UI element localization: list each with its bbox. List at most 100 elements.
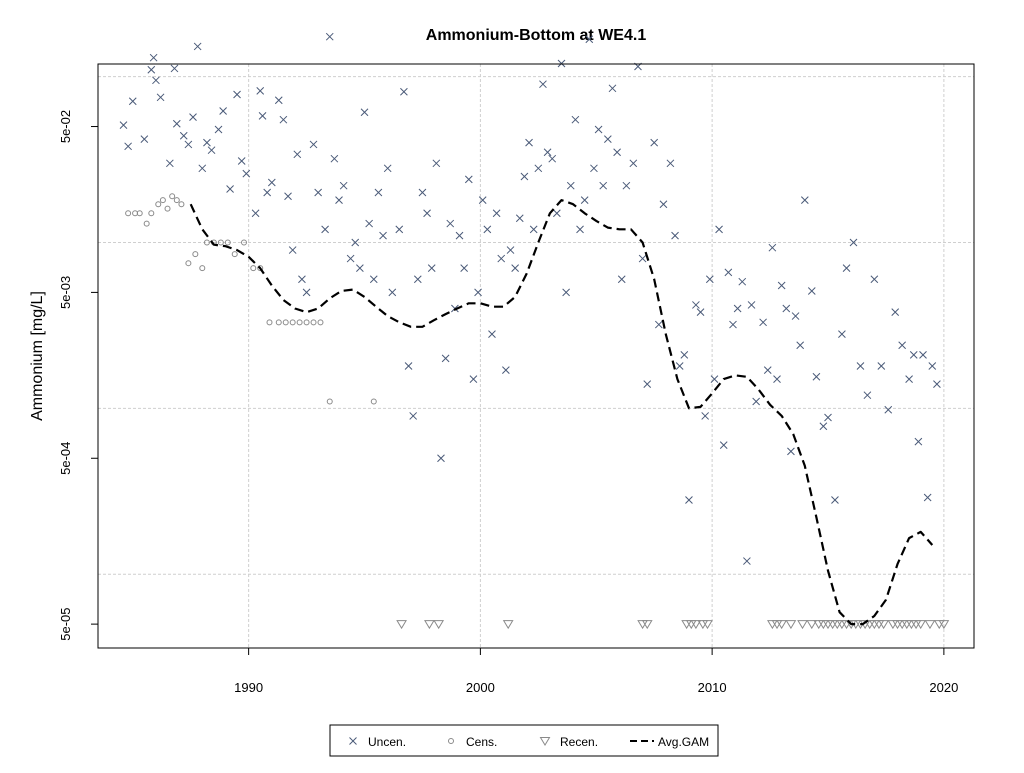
marker-stroke (812, 372, 821, 381)
uncensored-point (170, 64, 179, 73)
censored-point (289, 319, 296, 326)
marker-stroke (321, 225, 329, 234)
uncensored-point (933, 380, 941, 388)
uncensored-point (203, 138, 211, 147)
uncensored-point (351, 238, 360, 247)
uncensored-point (325, 32, 334, 41)
uncensored-point (274, 96, 283, 105)
uncensored-point (525, 138, 533, 147)
censored-point (192, 251, 199, 258)
marker-stroke (525, 138, 533, 147)
marker-stroke (455, 231, 464, 240)
marker-stroke (432, 159, 441, 168)
marker-stroke (705, 275, 714, 284)
censored-point (159, 197, 166, 204)
censored-point (370, 398, 377, 405)
marker-stroke (729, 320, 737, 329)
uncensored-point (147, 65, 156, 74)
uncensored-point (483, 225, 492, 234)
uncensored-point (409, 412, 418, 420)
uncensored-point (119, 121, 128, 129)
censored-point (155, 201, 162, 208)
marker-stroke (557, 59, 566, 68)
marker-stroke (474, 288, 482, 297)
marker-stroke (365, 219, 373, 228)
marker-stroke (898, 341, 907, 350)
uncensored-point (165, 159, 174, 168)
marker-stroke (842, 264, 851, 273)
marker-stroke (464, 175, 473, 184)
marker-stroke (671, 231, 679, 240)
marker-stroke (233, 90, 241, 99)
legend-label: Cens. (466, 735, 497, 749)
uncensored-point (831, 496, 839, 504)
uncensored-point (571, 115, 580, 124)
marker-stroke (369, 275, 378, 284)
marker-stroke (617, 275, 626, 284)
marker-stroke (553, 209, 561, 218)
uncensored-point (379, 231, 387, 240)
marker-stroke (189, 113, 197, 121)
legend-label: Uncen. (368, 735, 406, 749)
marker-stroke (279, 115, 288, 124)
uncensored-point (128, 97, 137, 106)
recensored-point (938, 620, 950, 630)
uncensored-point (812, 372, 821, 381)
uncensored-point (819, 422, 828, 431)
marker-stroke (356, 264, 364, 273)
censored-point (185, 260, 192, 267)
uncensored-point (729, 320, 737, 329)
recensored-point (637, 620, 648, 630)
marker-stroke (198, 164, 207, 173)
marker-stroke (179, 131, 188, 140)
uncensored-point (172, 119, 181, 128)
uncensored-point (715, 225, 723, 234)
censored-point (317, 319, 324, 326)
uncensored-point (374, 188, 383, 197)
recensored-point (396, 620, 407, 630)
marker-stroke (483, 225, 492, 234)
uncensored-point (279, 115, 288, 124)
uncensored-point (219, 107, 227, 115)
uncensored-point (671, 231, 679, 240)
legend: Uncen. Cens. Recen. Avg.GAM (329, 724, 719, 757)
y-axis-label: Ammonium [mg/L] (29, 291, 46, 421)
uncensored-point (198, 164, 207, 173)
marker-stroke (752, 397, 761, 406)
legend-cens-symbol (448, 738, 454, 744)
marker-stroke (330, 154, 339, 163)
censored-point (173, 197, 180, 204)
marker-stroke (650, 138, 659, 147)
marker-stroke (849, 238, 858, 247)
uncensored-point (488, 330, 496, 339)
marker-stroke (680, 351, 689, 359)
x-tick-label: 2000 (466, 680, 495, 695)
uncensored-point (360, 108, 369, 117)
recensored-point (836, 620, 848, 630)
uncensored-point (369, 275, 378, 284)
uncensored-point (455, 231, 464, 240)
recensored-point (502, 620, 514, 630)
marker-stroke (437, 454, 445, 463)
marker-stroke (156, 93, 165, 102)
uncensored-point (418, 188, 427, 197)
marker-stroke (905, 375, 913, 383)
marker-stroke (119, 121, 128, 129)
marker-stroke (267, 178, 276, 187)
uncensored-point (302, 288, 311, 297)
uncensored-point (863, 391, 872, 400)
marker-stroke (335, 196, 343, 204)
marker-stroke (928, 362, 937, 370)
uncensored-point (309, 140, 318, 149)
marker-stroke (719, 441, 728, 449)
marker-stroke (580, 196, 589, 204)
uncensored-point (562, 288, 570, 297)
marker-stroke (219, 107, 227, 115)
uncensored-point (733, 304, 742, 313)
marker-stroke (787, 447, 795, 456)
uncensored-point (796, 341, 805, 350)
marker-stroke (404, 362, 413, 370)
recensored-point (892, 620, 903, 630)
marker-stroke (909, 351, 918, 359)
